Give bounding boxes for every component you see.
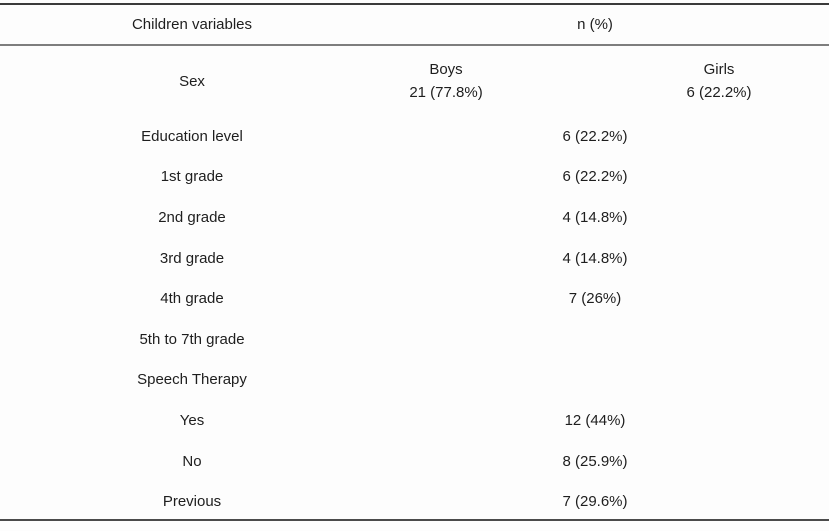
header-children-variables: Children variables xyxy=(131,16,253,33)
row-value xyxy=(480,319,710,360)
boys-value: 21 (77.8%) xyxy=(409,84,483,101)
header-n-percent: n (%) xyxy=(577,16,613,33)
row-label: Previous xyxy=(162,493,222,511)
row-value: 6 (22.2%) xyxy=(562,127,628,145)
table-header-rule xyxy=(0,44,829,46)
boys-group-label: Boys xyxy=(429,61,463,78)
row-value: 4 (14.8%) xyxy=(562,208,628,226)
row-value: 7 (29.6%) xyxy=(562,493,628,511)
row-value: 12 (44%) xyxy=(564,411,626,429)
girls-stack: Girls 6 (22.2%) xyxy=(686,58,751,104)
table-bottom-rule xyxy=(0,519,829,521)
row-value: 4 (14.8%) xyxy=(562,249,628,267)
row-label: No xyxy=(182,452,202,470)
table-body: Education level 6 (22.2%) 1st grade 6 (2… xyxy=(0,116,829,522)
table-row: Previous 7 (29.6%) xyxy=(0,481,829,522)
table-row: 3rd grade 4 (14.8%) xyxy=(0,238,829,279)
row-label: 2nd grade xyxy=(158,208,226,226)
table-row: 2nd grade 4 (14.8%) xyxy=(0,197,829,238)
row-label: 3rd grade xyxy=(159,249,225,267)
girls-group-label: Girls xyxy=(703,61,735,78)
table-row: 1st grade 6 (22.2%) xyxy=(0,157,829,198)
boys-stack: Boys 21 (77.8%) xyxy=(409,58,482,104)
row-label: 5th to 7th grade xyxy=(139,330,245,348)
row-value: 7 (26%) xyxy=(568,290,622,308)
table-row: Speech Therapy xyxy=(0,360,829,401)
row-label: 4th grade xyxy=(160,290,224,308)
table-row: 5th to 7th grade xyxy=(0,319,829,360)
row-label-sex: Sex xyxy=(179,72,205,90)
girls-value: 6 (22.2%) xyxy=(686,84,752,101)
row-label: 1st grade xyxy=(160,168,224,186)
table-top-rule xyxy=(0,3,829,5)
table-row: No 8 (25.9%) xyxy=(0,441,829,482)
sex-girls-cell: Girls 6 (22.2%) xyxy=(619,46,819,116)
row-label: Education level xyxy=(141,127,243,145)
row-value: 8 (25.9%) xyxy=(562,452,628,470)
row-label: Speech Therapy xyxy=(137,371,247,389)
table-row: 4th grade 7 (26%) xyxy=(0,278,829,319)
sex-boys-cell: Boys 21 (77.8%) xyxy=(346,46,546,116)
table-row: Yes 12 (44%) xyxy=(0,400,829,441)
row-value xyxy=(480,360,710,401)
row-label: Yes xyxy=(179,411,205,429)
table-row: Education level 6 (22.2%) xyxy=(0,116,829,157)
row-value: 6 (22.2%) xyxy=(562,168,628,186)
